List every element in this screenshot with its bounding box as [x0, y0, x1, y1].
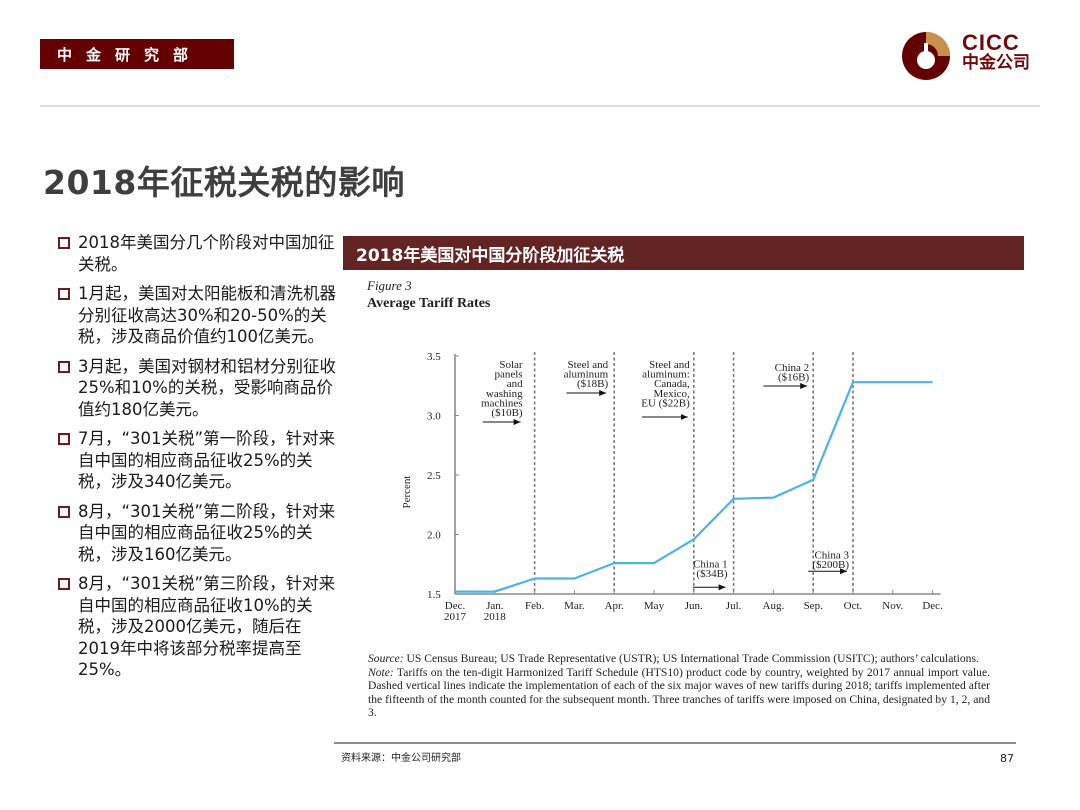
annotation-label: Canada,: [654, 378, 690, 390]
x-tick-label: Jan.: [486, 600, 504, 612]
square-bullet-icon: [58, 288, 70, 300]
bullet-text: 8月，“301关税”第二阶段，针对来自中国的相应商品征收25%的关税，涉及160…: [78, 501, 336, 564]
note-text: Tariffs on the ten-digit Harmonized Tari…: [368, 665, 990, 720]
page-number: 87: [1000, 752, 1014, 765]
x-tick-label: Jul.: [726, 600, 742, 612]
annotation-label: Steel and: [649, 359, 690, 371]
x-tick-label: Feb.: [525, 600, 545, 612]
logo-text-cn: 中金公司: [962, 53, 1030, 73]
bullet-item: 7月，“301关税”第一阶段，针对来自中国的相应商品征收25%的关税，涉及340…: [58, 428, 343, 493]
source-text: US Census Bureau; US Trade Representativ…: [406, 652, 979, 665]
department-tag: 中金研究部: [40, 39, 234, 69]
bullet-text: 1月起，美国对太阳能板和清洗机器分别征收高达30%和20-50%的关税，涉及商品…: [78, 284, 336, 346]
y-tick-label: 2.5: [427, 470, 441, 482]
square-bullet-icon: [58, 433, 70, 445]
bullet-item: 8月，“301关税”第二阶段，针对来自中国的相应商品征收25%的关税，涉及160…: [58, 501, 343, 566]
annotation-label: China 2: [775, 362, 810, 374]
tariff-line-chart: 1.52.02.53.03.5PercentDec.2017Jan.2018Fe…: [401, 351, 943, 623]
bullet-text: 7月，“301关税”第一阶段，针对来自中国的相应商品征收25%的关税，涉及340…: [78, 429, 336, 491]
y-tick-label: 3.0: [427, 411, 441, 423]
tariff-rate-line: [455, 381, 933, 593]
annotation-label: Solar: [499, 359, 523, 371]
annotation-label: ($10B): [491, 407, 522, 419]
square-bullet-icon: [58, 505, 70, 518]
header-divider: [40, 105, 1040, 107]
annotation-label: ($16B): [778, 372, 810, 384]
y-tick-label: 3.5: [427, 351, 441, 363]
cicc-logo-icon: [902, 32, 950, 80]
x-tick-label: Sep.: [804, 600, 824, 612]
cicc-logo: CICC 中金公司: [900, 30, 1050, 80]
x-tick-label: Dec.: [922, 600, 943, 612]
annotation-label: ($18B): [577, 378, 609, 390]
annotation-label: ($200B): [812, 559, 849, 571]
square-bullet-icon: [58, 578, 70, 590]
bullet-text: 8月，“301关税”第三阶段，针对来自中国的相应商品征收10%的关税，涉及200…: [78, 574, 336, 679]
note-label: Note:: [368, 665, 394, 679]
annotation-label: washing: [486, 388, 523, 400]
y-axis-label: Percent: [401, 476, 413, 509]
figure-label: Figure 3: [367, 278, 412, 293]
x-tick-label: Oct.: [844, 600, 863, 612]
x-tick-label: Dec.: [445, 600, 466, 612]
source-label: Source:: [368, 652, 404, 665]
logo-text-en: CICC: [962, 30, 1020, 55]
x-tick-label: Apr.: [605, 600, 625, 612]
figure-title: Average Tariff Rates: [367, 296, 491, 311]
chart-banner-title: 2018年美国对中国分阶段加征关税: [343, 236, 1024, 270]
x-tick-label: Jun.: [685, 600, 703, 612]
footer-source: 资料来源：中金公司研究部: [341, 753, 461, 764]
x-tick-label: Aug.: [763, 600, 785, 612]
bullet-item: 1月起，美国对太阳能板和清洗机器分别征收高达30%和20-50%的关税，涉及商品…: [58, 283, 343, 348]
annotation-label: Steel and: [568, 359, 609, 371]
y-tick-label: 2.0: [427, 530, 441, 542]
square-bullet-icon: [58, 360, 70, 373]
annotation-label: and: [507, 378, 523, 390]
bullet-text: 2018年美国分几个阶段对中国加征关税。: [78, 233, 335, 274]
annotation-label: EU ($22B): [641, 397, 690, 409]
chart-source-note: Source: US Census Bureau; US Trade Repre…: [368, 652, 990, 720]
footer-divider: [334, 742, 1016, 744]
annotation-label: China 1: [693, 558, 728, 570]
annotation-label: Mexico,: [653, 388, 690, 400]
y-tick-label: 1.5: [427, 589, 441, 601]
bullet-text: 3月起，美国对钢材和铝材分别征收25%和10%的关税，受影响商品价值约180亿美…: [78, 356, 336, 419]
annotation-label: machines: [481, 397, 523, 409]
square-bullet-icon: [58, 237, 70, 249]
x-tick-label: Nov.: [882, 600, 903, 612]
x-tick-label: May: [644, 600, 665, 612]
annotation-label: aluminum: [564, 369, 609, 381]
x-tick-label: Mar.: [564, 600, 585, 612]
bullet-item: 8月，“301关税”第三阶段，针对来自中国的相应商品征收10%的关税，涉及200…: [58, 573, 343, 681]
annotation-label: ($34B): [696, 568, 728, 580]
annotation-label: aluminum:: [642, 369, 690, 381]
x-tick-label-year: 2018: [484, 611, 507, 623]
x-tick-label-year: 2017: [444, 611, 467, 623]
annotation-label: panels: [494, 369, 522, 381]
bullet-item: 3月起，美国对钢材和铝材分别征收25%和10%的关税，受影响商品价值约180亿美…: [58, 356, 343, 421]
annotation-label: China 3: [814, 549, 849, 561]
bullet-list: 2018年美国分几个阶段对中国加征关税。 1月起，美国对太阳能板和清洗机器分别征…: [58, 232, 343, 689]
bullet-item: 2018年美国分几个阶段对中国加征关税。: [58, 232, 343, 275]
page-title: 2018年征税关税的影响: [43, 163, 405, 202]
